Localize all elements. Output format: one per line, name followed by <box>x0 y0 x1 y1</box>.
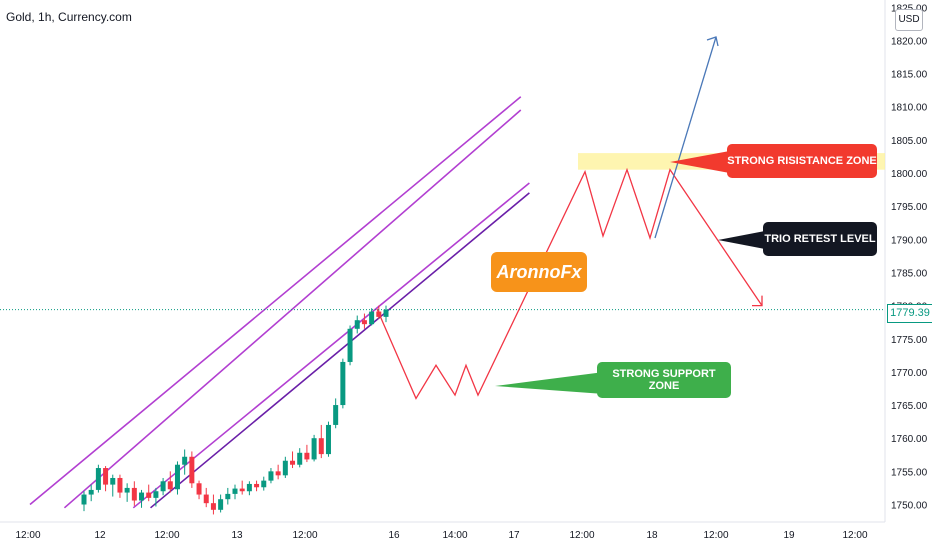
x-tick-label: 17 <box>508 530 520 541</box>
candle-body <box>81 494 87 505</box>
candle-body <box>203 494 209 504</box>
x-tick-label: 12:00 <box>15 530 40 541</box>
channel-line-inner_upper <box>63 109 522 509</box>
breakout-arrow <box>654 36 717 239</box>
x-tick-label: 13 <box>231 530 243 541</box>
candle-body <box>182 456 188 465</box>
y-tick-label: 1785.00 <box>891 268 928 279</box>
candle-body <box>146 492 152 498</box>
candle-body <box>95 468 101 490</box>
candle-body <box>282 460 288 476</box>
y-tick-label: 1800.00 <box>891 169 928 180</box>
last-price-label: 1779.39 <box>887 304 932 323</box>
candle-body <box>311 438 317 460</box>
candle-body <box>254 483 260 488</box>
candle-body <box>318 438 324 455</box>
candle-body <box>290 460 296 465</box>
x-tick-label: 12:00 <box>703 530 728 541</box>
y-tick-label: 1820.00 <box>891 36 928 47</box>
candle-body <box>88 489 94 495</box>
y-tick-label: 1755.00 <box>891 467 928 478</box>
candle-body <box>218 499 224 510</box>
candle-body <box>196 483 202 495</box>
candle-body <box>304 452 310 460</box>
candle-body <box>268 471 274 481</box>
y-tick-label: 1790.00 <box>891 235 928 246</box>
support-callout: STRONG SUPPORT ZONE <box>597 362 731 398</box>
channel-line-inner_lower <box>132 182 530 509</box>
projection-arrowhead <box>752 295 763 307</box>
candle-body <box>160 481 166 492</box>
candle-body <box>275 471 281 476</box>
x-tick-label: 12 <box>94 530 106 541</box>
candle-body <box>347 328 353 362</box>
candle-body <box>297 452 303 465</box>
candle-body <box>369 311 375 325</box>
candle-body <box>174 464 180 490</box>
brand-label: AronnoFx <box>496 261 582 282</box>
candle-body <box>131 487 137 501</box>
x-tick-label: 16 <box>388 530 400 541</box>
y-tick-label: 1765.00 <box>891 401 928 412</box>
y-tick-label: 1805.00 <box>891 136 928 147</box>
candle-body <box>232 488 238 494</box>
y-tick-label: 1750.00 <box>891 501 928 512</box>
candle-body <box>261 480 267 488</box>
trio-callout: TRIO RETEST LEVEL <box>763 222 877 256</box>
channel-line-lower <box>150 192 530 509</box>
candle-body <box>354 320 360 329</box>
channel-line-upper <box>29 96 522 506</box>
candle-body <box>225 493 231 500</box>
y-tick-label: 1795.00 <box>891 202 928 213</box>
candle-body <box>139 492 145 501</box>
candle-body <box>189 456 195 484</box>
trio-callout-pointer <box>718 230 770 250</box>
candle-body <box>117 477 123 493</box>
y-tick-label: 1775.00 <box>891 335 928 346</box>
y-tick-label: 1815.00 <box>891 70 928 81</box>
candle-body <box>246 483 252 492</box>
resistance-callout-pointer <box>670 150 735 174</box>
candle-body <box>239 488 245 492</box>
support-callout-label: STRONG SUPPORT ZONE <box>612 368 716 392</box>
x-tick-label: 19 <box>783 530 795 541</box>
candle-body <box>110 477 116 485</box>
candle-body <box>103 468 109 485</box>
candle-body <box>153 491 159 498</box>
candle-body <box>333 405 339 425</box>
breakout-arrowhead <box>706 36 719 47</box>
y-tick-label: 1810.00 <box>891 103 928 114</box>
brand-badge: AronnoFx <box>491 252 587 292</box>
candle-body <box>167 481 173 490</box>
x-tick-label: 12:00 <box>292 530 317 541</box>
y-tick-label: 1760.00 <box>891 434 928 445</box>
candle-body <box>124 487 130 493</box>
candle-body <box>210 503 216 510</box>
candle-body <box>325 424 331 455</box>
candle-body <box>361 320 367 325</box>
resistance-callout-label: STRONG RISISTANCE ZONE <box>727 155 877 167</box>
y-tick-label: 1770.00 <box>891 368 928 379</box>
resistance-callout: STRONG RISISTANCE ZONE <box>727 144 877 178</box>
chart-title: Gold, 1h, Currency.com <box>6 10 132 24</box>
currency-badge[interactable]: USD <box>895 9 923 31</box>
x-tick-label: 12:00 <box>569 530 594 541</box>
x-tick-label: 18 <box>646 530 658 541</box>
x-tick-label: 12:00 <box>842 530 867 541</box>
support-callout-pointer <box>495 372 604 394</box>
x-tick-label: 14:00 <box>442 530 467 541</box>
trio-callout-label: TRIO RETEST LEVEL <box>764 233 876 245</box>
candle-body <box>340 361 346 406</box>
candle-body <box>383 309 389 317</box>
x-tick-label: 12:00 <box>154 530 179 541</box>
y-tick-label: 1825.00 <box>891 3 928 14</box>
